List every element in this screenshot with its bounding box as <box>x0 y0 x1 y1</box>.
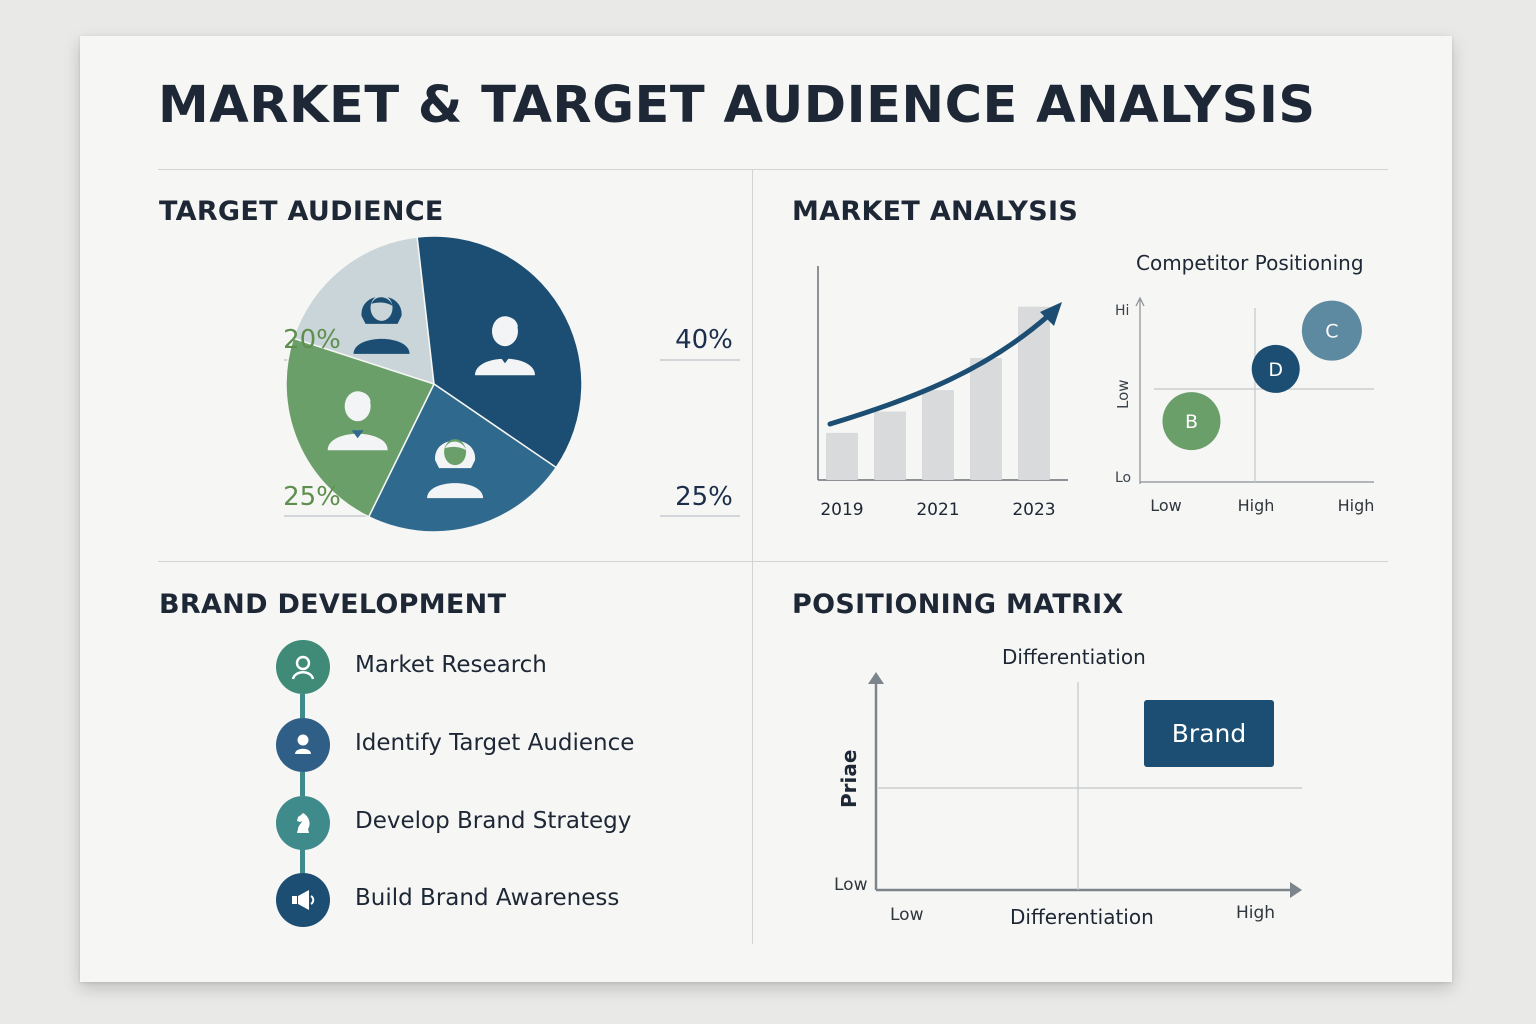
brand-box <box>1144 700 1274 767</box>
brand-steps: Market Research Identify Target Audience… <box>274 640 694 930</box>
poster: MARKET & TARGET AUDIENCE ANALYSIS TARGET… <box>80 36 1452 982</box>
target-audience-title: TARGET AUDIENCE <box>159 196 444 227</box>
step-build-brand-awareness: Build Brand Awareness <box>274 873 694 929</box>
trend-arrow-line <box>827 313 1051 427</box>
man-icon <box>474 316 535 376</box>
divider <box>158 169 1388 170</box>
market-analysis-title: MARKET ANALYSIS <box>792 196 1079 227</box>
step-label: Market Research <box>355 652 547 678</box>
divider <box>158 561 1388 562</box>
matrix-x-low: Low <box>890 905 924 925</box>
pie-icons <box>327 294 535 499</box>
pie-slice-label: 25% <box>283 482 341 512</box>
competitor-y-mid: Low <box>1114 379 1132 409</box>
man-icon <box>327 391 388 451</box>
bar <box>922 390 954 480</box>
competitor-chart-title: Competitor Positioning <box>1136 251 1364 275</box>
competitor-positioning-chart: Competitor Positioning Hi Low Lo Low High… <box>1114 251 1375 515</box>
step-identify-target-audience: Identify Target Audience <box>274 718 694 774</box>
bar <box>874 411 906 480</box>
matrix-x-label: Differentiation <box>1010 905 1154 926</box>
trend-arrow-head <box>1040 302 1062 326</box>
competitor-point-label: D <box>1268 359 1283 381</box>
audience-pie-chart: 20% 40% 25% 25% <box>283 235 740 533</box>
matrix-y-low: Low <box>834 875 868 895</box>
competitor-y-high: Hi <box>1115 303 1129 319</box>
page-title: MARKET & TARGET AUDIENCE ANALYSIS <box>158 76 1316 135</box>
pie-slice-label: 25% <box>675 482 733 512</box>
step-label: Identify Target Audience <box>355 730 635 756</box>
chess-knight-icon <box>276 796 330 850</box>
matrix-y-label: Priae <box>837 750 861 808</box>
positioning-matrix-title: POSITIONING MATRIX <box>792 589 1124 620</box>
step-connector <box>300 772 305 796</box>
matrix-x-arrow <box>1290 882 1302 898</box>
bar-tick-label: 2023 <box>1012 500 1055 520</box>
bar <box>970 358 1002 480</box>
megaphone-icon <box>276 873 330 927</box>
competitor-x-label: Low <box>1150 496 1182 515</box>
bar <box>826 432 858 480</box>
woman-icon <box>353 294 410 354</box>
competitor-y-arrow <box>1135 296 1145 307</box>
competitor-point <box>1301 300 1362 361</box>
competitor-point <box>1162 392 1221 451</box>
step-connector <box>300 694 305 718</box>
matrix-x-high: High <box>1236 903 1275 923</box>
bar <box>1018 306 1050 480</box>
competitor-point <box>1251 344 1300 393</box>
bar-tick-label: 2019 <box>820 500 863 520</box>
brand-label: Brand <box>1172 719 1246 748</box>
pie-slice-label: 20% <box>283 325 341 355</box>
pie-slice <box>416 235 583 469</box>
step-connector <box>300 849 305 873</box>
divider <box>752 170 753 944</box>
matrix-top-label: Differentiation <box>1002 645 1146 669</box>
pie-slice <box>285 337 436 518</box>
step-label: Develop Brand Strategy <box>355 808 632 834</box>
competitor-point-label: C <box>1325 321 1338 343</box>
growth-bar-chart: 2019 2021 2023 <box>817 266 1068 520</box>
competitor-x-label: High <box>1238 496 1275 515</box>
brand-development-title: BRAND DEVELOPMENT <box>159 589 507 620</box>
woman-icon <box>427 439 484 499</box>
competitor-point-label: B <box>1185 411 1198 433</box>
user-icon <box>276 718 330 772</box>
competitor-x-label: High <box>1338 496 1375 515</box>
bar-tick-label: 2021 <box>916 500 959 520</box>
step-label: Build Brand Awareness <box>355 885 620 911</box>
matrix-y-arrow <box>868 672 884 684</box>
positioning-matrix-chart: Differentiation Priae Low Low Differenti… <box>834 645 1302 926</box>
competitor-y-low: Lo <box>1115 470 1131 486</box>
pie-slice-label: 40% <box>675 325 733 355</box>
person-outline-icon <box>276 640 330 694</box>
pie-labels: 20% 40% 25% 25% <box>283 325 733 512</box>
brand-marker: Brand <box>1144 700 1274 767</box>
step-market-research: Market Research <box>274 640 694 696</box>
step-develop-brand-strategy: Develop Brand Strategy <box>274 796 694 852</box>
